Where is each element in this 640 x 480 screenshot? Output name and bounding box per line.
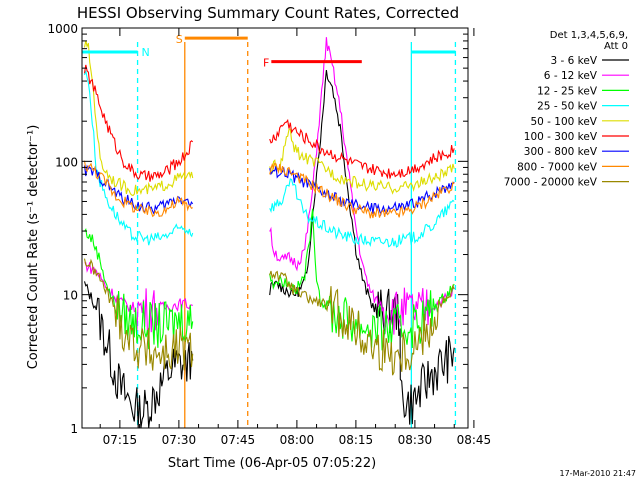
series-line-3 bbox=[83, 70, 455, 248]
series-line-4 bbox=[83, 40, 455, 197]
series-line-2 bbox=[84, 208, 455, 351]
legend: Det 1,3,4,5,6,9,Att 0 3 - 6 keV 6 - 12 keV… bbox=[504, 30, 629, 189]
y-axis-label: Corrected Count Rate (s⁻¹ detector⁻¹) bbox=[26, 125, 41, 370]
series-line-0 bbox=[83, 70, 455, 429]
series-lines bbox=[83, 37, 455, 429]
legend-entry-6: 300 - 800 keV bbox=[524, 146, 598, 158]
y-tick-label-0: 1 bbox=[70, 422, 78, 436]
legend-entry-3: 25 - 50 keV bbox=[537, 101, 598, 113]
x-tick-label-1: 07:30 bbox=[162, 433, 197, 447]
series-line-1 bbox=[84, 37, 455, 335]
footer-timestamp: 17-Mar-2010 21:47 bbox=[560, 469, 637, 478]
legend-entry-5: 100 - 300 keV bbox=[524, 131, 598, 143]
legend-header-1: Att 0 bbox=[604, 41, 628, 52]
x-tick-label-0: 07:15 bbox=[103, 433, 138, 447]
legend-entry-1: 6 - 12 keV bbox=[544, 70, 598, 82]
chart-title: HESSI Observing Summary Count Rates, Cor… bbox=[77, 4, 459, 22]
legend-entry-4: 50 - 100 keV bbox=[530, 116, 597, 128]
legend-entry-8: 7000 - 20000 keV bbox=[504, 177, 598, 189]
legend-entry-7: 800 - 7000 keV bbox=[517, 161, 598, 173]
x-tick-label-4: 08:15 bbox=[339, 433, 374, 447]
x-tick-label-2: 07:45 bbox=[221, 433, 256, 447]
axes: 07:15 07:30 07:45 08:00 08:15 08:30 08:45 1 10 10… bbox=[47, 22, 491, 447]
annotation-label-2: S bbox=[176, 33, 183, 46]
x-tick-label-3: 08:00 bbox=[280, 433, 315, 447]
x-tick-label-6: 08:45 bbox=[457, 433, 492, 447]
x-tick-label-5: 08:30 bbox=[398, 433, 433, 447]
series-line-8 bbox=[83, 258, 455, 376]
series-line-5 bbox=[83, 64, 455, 182]
series-line-7 bbox=[83, 160, 455, 219]
legend-header-0: Det 1,3,4,5,6,9, bbox=[550, 30, 628, 41]
x-axis-label: Start Time (06-Apr-05 07:05:22) bbox=[168, 456, 376, 471]
annotation-label-0: N bbox=[141, 46, 149, 59]
annotation-bars: N S F bbox=[82, 33, 456, 70]
y-tick-label-1: 10 bbox=[63, 289, 78, 303]
plot-frame bbox=[81, 27, 469, 429]
legend-entry-0: 3 - 6 keV bbox=[550, 55, 597, 67]
y-tick-label-3: 1000 bbox=[47, 22, 78, 36]
y-tick-label-2: 100 bbox=[55, 155, 78, 169]
legend-entry-2: 12 - 25 keV bbox=[537, 85, 598, 97]
annotation-label-3: F bbox=[263, 57, 269, 70]
